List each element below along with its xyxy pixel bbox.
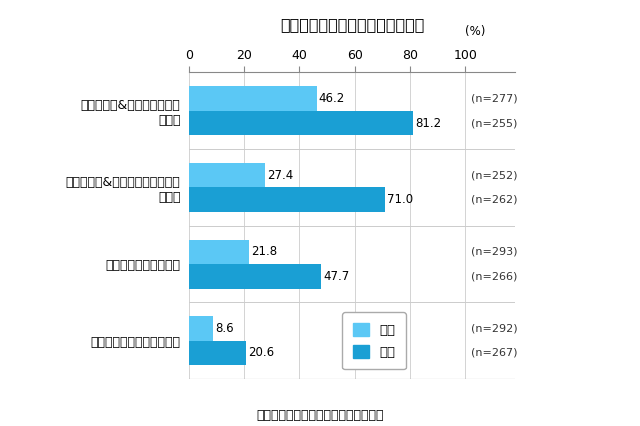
Text: 20.6: 20.6	[248, 346, 274, 360]
Text: (n=293): (n=293)	[471, 247, 518, 257]
Bar	[189, 316, 212, 341]
Text: (%): (%)	[465, 25, 486, 38]
Text: フィーチャーフォン＝従来型携帯電話: フィーチャーフォン＝従来型携帯電話	[256, 409, 384, 422]
Text: 27.4: 27.4	[267, 169, 293, 182]
Title: 電子書籍を「読む」（日米比較）: 電子書籍を「読む」（日米比較）	[280, 17, 424, 32]
Text: (n=262): (n=262)	[471, 195, 518, 205]
Text: 81.2: 81.2	[415, 117, 442, 130]
Bar	[189, 264, 321, 288]
Bar	[189, 86, 317, 111]
Text: 47.7: 47.7	[323, 270, 349, 283]
Text: (n=277): (n=277)	[471, 94, 518, 104]
Text: (n=267): (n=267)	[471, 348, 518, 358]
Text: 71.0: 71.0	[387, 193, 413, 206]
Bar	[189, 111, 413, 135]
Text: (n=255): (n=255)	[471, 118, 517, 128]
Legend: 日本, 米国: 日本, 米国	[342, 312, 406, 369]
Text: (n=266): (n=266)	[471, 271, 517, 281]
Text: (n=252): (n=252)	[471, 170, 518, 180]
Bar	[189, 341, 246, 365]
Text: 8.6: 8.6	[215, 322, 234, 335]
Bar	[189, 239, 249, 264]
Bar	[189, 163, 264, 187]
Text: 46.2: 46.2	[319, 92, 345, 105]
Bar	[189, 187, 385, 212]
Text: 21.8: 21.8	[252, 245, 277, 258]
Text: (n=292): (n=292)	[471, 323, 518, 334]
